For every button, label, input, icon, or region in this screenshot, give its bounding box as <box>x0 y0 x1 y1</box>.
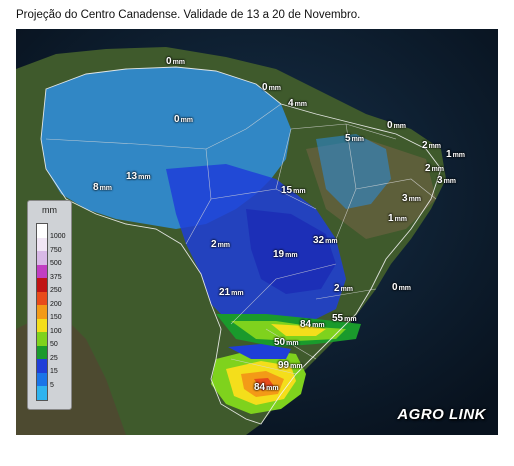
legend-tick-label: 200 <box>50 300 62 308</box>
map-label: 32mm <box>313 235 338 246</box>
map-label: 0mm <box>166 56 186 67</box>
satellite-map-background <box>16 29 498 435</box>
precipitation-map: 0mm 0mm 4mm 0mm 0mm 5mm 2mm 1mm 2mm 3mm … <box>16 29 498 435</box>
precipitation-legend: mm 1000 750 500 375 250 200 150 100 50 25 15 5 <box>27 200 72 410</box>
legend-tick-label: 500 <box>50 260 62 268</box>
legend-swatch <box>37 237 47 252</box>
legend-tick-label: 5 <box>50 381 54 389</box>
map-label: 2mm <box>211 239 231 250</box>
legend-swatch <box>37 251 47 265</box>
map-caption: Projeção do Centro Canadense. Validade d… <box>16 9 361 21</box>
map-label: 99mm <box>278 360 303 371</box>
map-label: 0mm <box>387 120 407 131</box>
legend-tick-label: 15 <box>50 368 58 376</box>
map-label: 5mm <box>345 133 365 144</box>
legend-swatch <box>37 224 47 238</box>
legend-tick-label: 25 <box>50 354 58 362</box>
map-label: 84mm <box>254 382 279 393</box>
map-label: 0mm <box>174 114 194 125</box>
map-label: 19mm <box>273 249 298 260</box>
legend-swatch <box>37 359 47 373</box>
map-label: 15mm <box>281 185 306 196</box>
map-label: 0mm <box>262 82 282 93</box>
map-label: 8mm <box>93 182 113 193</box>
legend-swatch <box>37 264 47 279</box>
map-label: 13mm <box>126 171 151 182</box>
map-label: 4mm <box>288 98 308 109</box>
map-label: 3mm <box>437 175 457 186</box>
legend-swatch <box>37 386 47 400</box>
legend-swatch <box>37 318 47 333</box>
legend-tick-label: 50 <box>50 341 58 349</box>
map-label: 2mm <box>425 163 445 174</box>
map-label: 55mm <box>332 313 357 324</box>
map-label: 21mm <box>219 287 244 298</box>
legend-swatch <box>37 305 47 319</box>
map-label: 2mm <box>422 140 442 151</box>
map-label: 84mm <box>300 319 325 330</box>
map-label: 2mm <box>334 283 354 294</box>
legend-tick-label: 100 <box>50 327 62 335</box>
map-label: 1mm <box>388 213 408 224</box>
map-label: 50mm <box>274 337 299 348</box>
legend-title: mm <box>42 205 57 215</box>
legend-tick-label: 250 <box>50 287 62 295</box>
map-label: 3mm <box>402 193 422 204</box>
legend-tick-label: 375 <box>50 273 62 281</box>
legend-tick-label: 750 <box>50 246 62 254</box>
agrolink-logo: AGRO LINK <box>397 406 486 423</box>
legend-swatch <box>37 291 47 306</box>
legend-tick-label: 150 <box>50 314 62 322</box>
legend-color-bar <box>36 223 48 401</box>
legend-tick-label: 1000 <box>50 233 66 241</box>
legend-swatch <box>37 332 47 346</box>
map-label: 0mm <box>392 282 412 293</box>
legend-swatch <box>37 372 47 387</box>
legend-swatch <box>37 278 47 292</box>
map-label: 1mm <box>446 149 466 160</box>
legend-swatch <box>37 345 47 360</box>
